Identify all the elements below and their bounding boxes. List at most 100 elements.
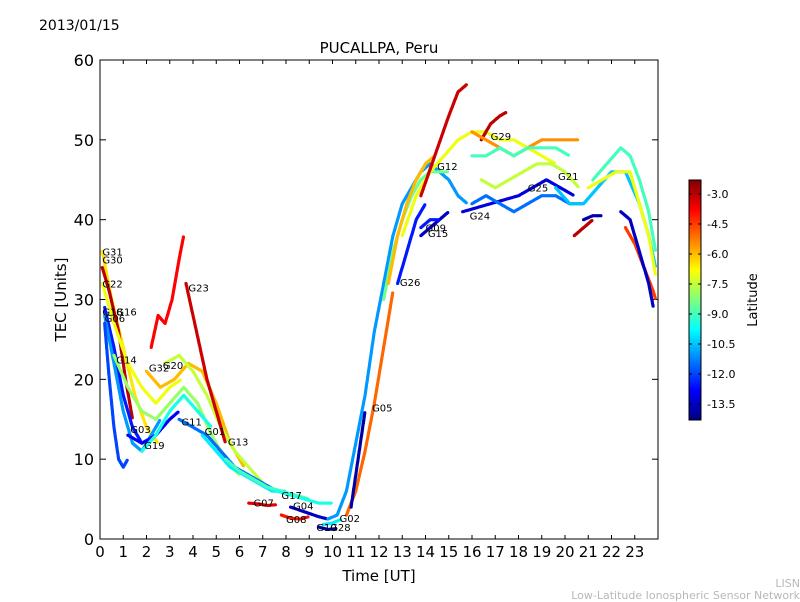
data-point — [391, 291, 395, 295]
data-point — [504, 111, 508, 115]
x-tick-label: 12 — [369, 543, 388, 561]
satellite-label-g05: G05 — [372, 403, 392, 414]
satellite-label-g20: G20 — [163, 361, 183, 372]
x-tick-label: 19 — [532, 543, 551, 561]
satellite-label-g19: G19 — [144, 441, 164, 452]
x-tick-label: 1 — [118, 543, 128, 561]
colorbar-tick-label: -3.0 — [707, 188, 728, 201]
satellite-label-g15: G15 — [428, 229, 448, 240]
x-tick-label: 16 — [462, 543, 481, 561]
data-point — [576, 185, 580, 189]
series-g08 — [279, 513, 310, 521]
x-tick-label: 23 — [625, 543, 644, 561]
satellite-label-g22: G22 — [102, 280, 122, 291]
data-point — [653, 248, 658, 252]
data-point — [653, 296, 657, 300]
series-g23 — [184, 281, 227, 444]
series-g25 — [470, 146, 571, 158]
colorbar-tick-label: -7.5 — [707, 278, 728, 291]
satellite-label-g31: G31 — [102, 248, 122, 259]
series-g16 — [103, 313, 162, 453]
footer-network-name: Low-Latitude Ionospheric Sensor Network — [571, 589, 800, 602]
data-point — [446, 211, 450, 215]
satellite-label-g17: G17 — [281, 491, 301, 502]
data-point — [338, 518, 343, 522]
satellite-label-g28: G28 — [330, 523, 350, 534]
series-g06 — [103, 321, 129, 469]
x-tick-label: 14 — [416, 543, 435, 561]
data-point — [329, 501, 333, 505]
series-g21g — [619, 210, 655, 308]
data-point — [464, 201, 468, 205]
satellite-label-g04: G04 — [293, 501, 313, 512]
satellite-label-g06: G06 — [105, 314, 125, 325]
data-point — [241, 464, 245, 468]
x-tick-label: 3 — [165, 543, 175, 561]
x-tick-label: 15 — [439, 543, 458, 561]
footer-network-short: LISN — [775, 577, 800, 590]
x-tick-label: 6 — [235, 543, 245, 561]
data-point — [653, 272, 658, 276]
satellite-label-g32: G32 — [149, 363, 169, 374]
data-point — [571, 193, 575, 197]
data-point — [223, 440, 227, 444]
data-point — [566, 153, 571, 157]
satellite-label-g26: G26 — [400, 278, 420, 289]
series-g17 — [275, 489, 333, 505]
x-tick-label: 21 — [579, 543, 598, 561]
satellite-label-g09: G09 — [426, 224, 446, 235]
y-tick-label: 20 — [74, 370, 94, 389]
satellite-label-g30: G30 — [102, 256, 122, 267]
satellite-label-g21: G21 — [558, 172, 578, 183]
colorbar-tick-label: -12.0 — [707, 368, 735, 381]
data-point — [464, 83, 468, 87]
x-tick-label: 5 — [211, 543, 221, 561]
x-tick-label: 13 — [393, 543, 412, 561]
data-point — [334, 527, 338, 531]
y-tick-label: 40 — [74, 211, 94, 230]
colorbar-tick-label: -9.0 — [707, 308, 728, 321]
x-tick-label: 18 — [509, 543, 528, 561]
colorbar-tick-label: -6.0 — [707, 248, 728, 261]
x-tick-label: 7 — [258, 543, 268, 561]
colorbar-label: Latitude — [746, 273, 761, 327]
y-tick-label: 50 — [74, 131, 94, 150]
data-point — [178, 378, 182, 382]
satellite-label-g03: G03 — [130, 425, 150, 436]
data-point — [306, 515, 310, 519]
series-g32b — [149, 235, 185, 349]
satellite-label-g23: G23 — [188, 284, 208, 295]
satellite-label-g02: G02 — [339, 514, 359, 525]
series-g21c — [586, 170, 658, 276]
series-g25b — [479, 162, 580, 190]
series-g04 — [289, 505, 329, 521]
data-point — [599, 214, 603, 218]
data-point — [273, 503, 277, 507]
y-tick-label: 10 — [74, 450, 94, 469]
x-tick-label: 0 — [95, 543, 105, 561]
x-tick-label: 10 — [323, 543, 342, 561]
satellite-label-g16: G16 — [116, 307, 136, 318]
satellite-label-g18: G18 — [102, 307, 122, 318]
series-g15 — [419, 218, 440, 230]
data-point — [181, 235, 185, 239]
data-point — [651, 304, 655, 308]
x-tick-label: 4 — [188, 543, 198, 561]
plot-area — [99, 59, 659, 540]
data-point — [590, 219, 594, 223]
series-g29c — [479, 111, 508, 142]
x-tick-label: 22 — [602, 543, 621, 561]
data-point — [423, 203, 427, 207]
series-g26 — [396, 203, 427, 286]
colorbar-tick-label: -13.5 — [707, 398, 735, 411]
y-tick-label: 30 — [74, 291, 94, 310]
satellite-label-g11: G11 — [181, 418, 201, 429]
series-g24b — [470, 194, 584, 214]
series-g22 — [100, 281, 182, 405]
data-point — [576, 138, 580, 142]
colorbar — [688, 179, 702, 421]
x-tick-label: 11 — [346, 543, 365, 561]
series-g29b — [419, 83, 468, 198]
